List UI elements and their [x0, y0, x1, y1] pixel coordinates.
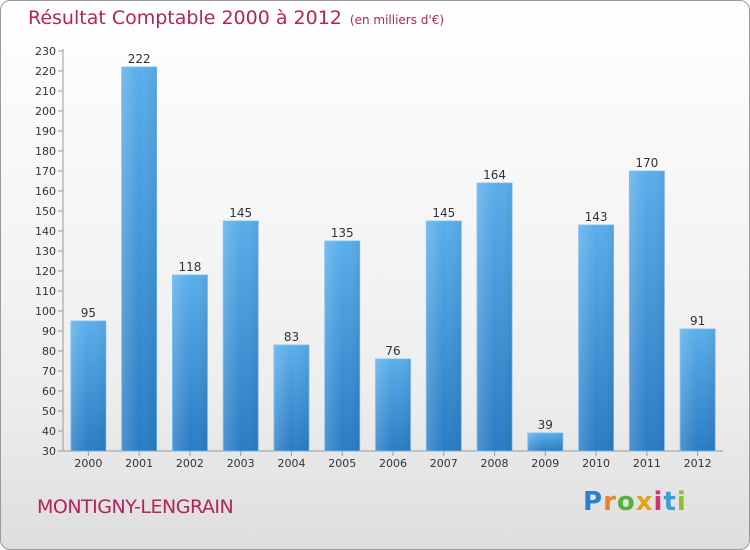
- y-tick-label: 180: [35, 145, 56, 158]
- x-tick-label: 2006: [379, 457, 407, 470]
- data-label: 118: [178, 260, 201, 274]
- y-tick-label: 40: [42, 425, 56, 438]
- data-label: 39: [538, 418, 553, 432]
- bar-shine: [578, 225, 614, 451]
- chart-subtitle: (en milliers d'€): [349, 13, 445, 27]
- y-tick-label: 150: [35, 205, 56, 218]
- data-label: 76: [385, 344, 400, 358]
- y-tick-label: 70: [42, 365, 56, 378]
- bar-shine: [172, 275, 208, 451]
- y-tick-label: 80: [42, 345, 56, 358]
- logo-letter: o: [616, 487, 636, 517]
- bar-shine: [477, 183, 513, 451]
- x-tick-label: 2009: [531, 457, 559, 470]
- data-label: 91: [690, 314, 705, 328]
- y-tick-label: 90: [42, 325, 56, 338]
- data-label: 83: [284, 330, 299, 344]
- bar-shine: [629, 171, 665, 451]
- y-tick-label: 160: [35, 185, 56, 198]
- y-tick-label: 190: [35, 125, 56, 138]
- y-tick-label: 130: [35, 245, 56, 258]
- bars: [70, 66, 716, 452]
- chart-title-main: Résultat Comptable 2000 à 2012: [28, 7, 342, 29]
- x-tick-label: 2000: [74, 457, 102, 470]
- commune-name: MONTIGNY-LENGRAIN: [37, 496, 234, 518]
- bar-shine: [426, 221, 462, 451]
- x-tick-label: 2001: [125, 457, 153, 470]
- y-tick-label: 120: [35, 265, 56, 278]
- chart-title: Résultat Comptable 2000 à 2012 (en millie…: [28, 7, 444, 29]
- y-tick-label: 50: [42, 405, 56, 418]
- logo-letter: i: [653, 487, 664, 517]
- x-tick-label: 2011: [633, 457, 661, 470]
- data-label: 222: [128, 52, 151, 66]
- y-tick-label: 110: [35, 285, 56, 298]
- x-tick-label: 2002: [176, 457, 204, 470]
- y-tick-label: 210: [35, 85, 56, 98]
- y-tick-label: 230: [35, 45, 56, 58]
- x-tick-label: 2004: [277, 457, 305, 470]
- data-label: 145: [229, 206, 252, 220]
- x-tick-label: 2010: [582, 457, 610, 470]
- bar-shine: [680, 329, 716, 451]
- bar-shine: [70, 321, 106, 451]
- y-tick-label: 100: [35, 305, 56, 318]
- x-tick-label: 2007: [430, 457, 458, 470]
- logo-letter: P: [583, 487, 604, 517]
- bar-shine: [223, 221, 259, 451]
- bar-shine: [121, 67, 157, 451]
- bar-shine: [324, 241, 360, 451]
- logo-letter: i: [676, 487, 687, 517]
- data-label: 143: [585, 210, 608, 224]
- proxiti-logo: Proxiti: [583, 487, 687, 517]
- data-label: 170: [635, 156, 658, 170]
- y-tick-label: 220: [35, 65, 56, 78]
- bar-shine: [527, 433, 563, 451]
- data-label: 145: [432, 206, 455, 220]
- logo-letter: t: [663, 487, 677, 517]
- bar-shine: [273, 345, 309, 451]
- bar-shine: [375, 359, 411, 451]
- value-labels: 95 222 118 145 83 135 76 145 164 39 143 170 91: [81, 52, 706, 432]
- y-tick-label: 60: [42, 385, 56, 398]
- logo-letter: x: [635, 487, 654, 517]
- y-tick-label: 140: [35, 225, 56, 238]
- x-tick-label: 2003: [227, 457, 255, 470]
- x-tick-label: 2012: [684, 457, 712, 470]
- x-tick-label: 2005: [328, 457, 356, 470]
- data-label: 95: [81, 306, 96, 320]
- data-label: 164: [483, 168, 506, 182]
- logo-letter: r: [603, 487, 617, 517]
- y-tick-label: 30: [42, 445, 56, 458]
- y-tick-label: 170: [35, 165, 56, 178]
- y-tick-label: 200: [35, 105, 56, 118]
- data-label: 135: [331, 226, 354, 240]
- x-tick-label: 2008: [481, 457, 509, 470]
